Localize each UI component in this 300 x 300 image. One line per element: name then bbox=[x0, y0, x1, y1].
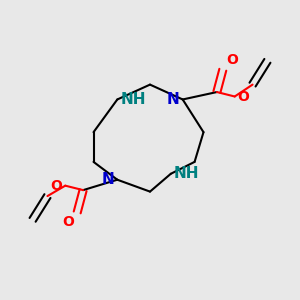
Text: O: O bbox=[238, 89, 250, 103]
Text: NH: NH bbox=[120, 92, 146, 107]
Text: O: O bbox=[50, 179, 62, 193]
Text: O: O bbox=[226, 53, 238, 67]
Text: O: O bbox=[62, 215, 74, 230]
Text: NH: NH bbox=[174, 166, 199, 181]
Text: N: N bbox=[102, 172, 114, 187]
Text: N: N bbox=[167, 92, 180, 107]
